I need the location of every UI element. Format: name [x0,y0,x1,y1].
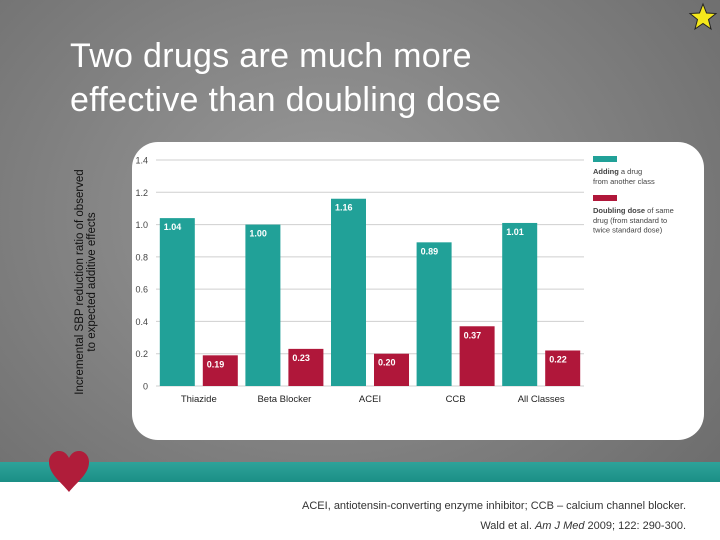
bar-value-label: 0.23 [292,353,310,363]
chart-panel: 0 0.2 0.4 0.6 0.8 1.0 1.2 1.4 1.04 0.19 Thiazide 1.… [132,142,704,440]
legend-swatch [593,195,617,201]
bar-value-label: 1.01 [506,227,524,237]
legend-entry-rest: a drug [619,167,642,176]
abbreviation-footnote: ACEI, antiotensin-converting enzyme inhi… [302,500,686,512]
x-category-label: ACEI [359,394,381,405]
x-category-label: Beta Blocker [257,394,311,405]
legend-entry-bold: Adding [593,167,619,176]
y-tick-label: 0.2 [135,349,148,359]
legend-entry-text: Doubling dose of same [593,206,674,215]
bar-value-label: 0.20 [378,358,396,368]
y-tick-label: 0.6 [135,285,148,295]
bar [288,348,324,386]
citation-authors: Wald et al. [480,520,535,532]
y-axis-label-line2: to expected additive effects [86,212,98,352]
x-category-label: All Classes [518,394,565,405]
bar [202,355,238,386]
y-tick-label: 0.8 [135,252,148,262]
bar [502,222,538,386]
x-category-label: CCB [446,394,466,405]
y-axis-label-line1: Incremental SBP reduction ratio of obser… [74,169,86,395]
citation: Wald et al. Am J Med 2009; 122: 290-300. [480,520,686,532]
bar-value-label: 0.89 [421,246,439,256]
star-icon [688,2,718,31]
citation-details: 2009; 122: 290-300. [584,520,686,532]
bar-value-label: 1.04 [164,222,182,232]
y-tick-label: 0.4 [135,317,148,327]
bar-value-label: 1.00 [249,229,267,239]
bar [331,198,366,386]
legend-entry-line: twice standard dose) [593,226,663,235]
bar [459,326,495,386]
legend-entry-line: from another class [593,177,655,186]
bar-value-label: 0.22 [549,354,567,364]
x-category-label: Thiazide [181,394,217,405]
slide-title-line2: effective than doubling dose [70,81,502,119]
footer [0,482,720,540]
accent-band [0,462,720,482]
bar-value-label: 0.19 [207,359,225,369]
y-tick-label: 1.0 [135,220,148,230]
legend-entry-line: drug (from standard to [593,216,667,225]
legend-entry-text: Adding a drug [593,167,642,176]
y-tick-label: 1.4 [135,156,148,166]
legend-entry-rest: of same [645,206,674,215]
legend-entry-bold: Doubling dose [593,206,645,215]
bar [416,242,452,386]
bar-value-label: 0.37 [464,330,482,340]
y-tick-label: 0 [143,382,148,392]
bar-value-label: 1.16 [335,203,353,213]
citation-journal: Am J Med [534,520,585,532]
slide-title: Two drugs are much more effective than d… [70,34,630,122]
legend-swatch [593,156,617,162]
bar [159,218,195,386]
bar [545,350,581,386]
heart-logo-icon [49,451,89,492]
y-axis-label: Incremental SBP reduction ratio of obser… [74,152,98,412]
bar [374,353,409,386]
y-tick-label: 1.2 [135,188,148,198]
slide-title-line1: Two drugs are much more [70,37,472,75]
bar-chart: 0 0.2 0.4 0.6 0.8 1.0 1.2 1.4 1.04 0.19 Thiazide 1.… [135,156,674,406]
bar [245,224,281,386]
